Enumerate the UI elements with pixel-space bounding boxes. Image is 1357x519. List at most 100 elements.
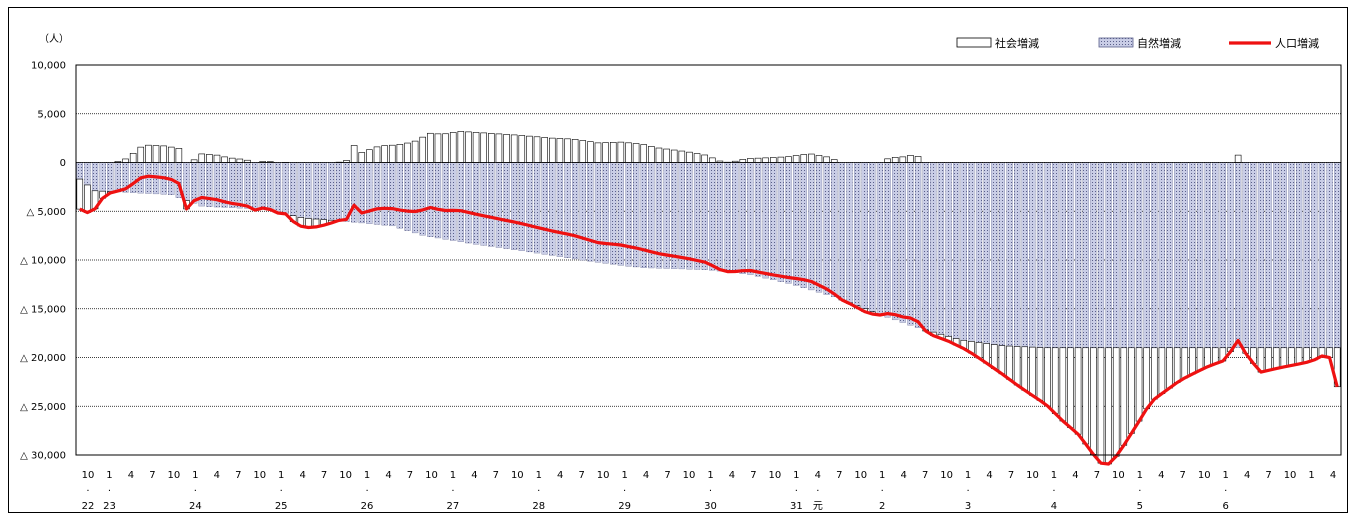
social-bar (122, 158, 129, 163)
social-bar (1234, 154, 1242, 163)
natural-bar (351, 162, 358, 223)
natural-bar (1097, 162, 1105, 348)
natural-bar (594, 162, 602, 263)
social-bar (541, 137, 548, 163)
social-bar (1097, 347, 1105, 464)
social-bar (190, 159, 198, 163)
x-year-dot: . (365, 483, 368, 494)
natural-bar (1318, 162, 1326, 348)
social-bar (571, 139, 579, 163)
x-month-label: 1 (364, 470, 370, 481)
social-bar (663, 148, 670, 163)
x-month-label: 10 (339, 470, 352, 481)
natural-bar (1295, 162, 1303, 348)
natural-bar (678, 162, 685, 270)
natural-bar (183, 162, 190, 201)
social-bar (648, 146, 655, 163)
x-year-label: 23 (103, 501, 116, 512)
y-tick-label: △ 30,000 (20, 451, 66, 462)
social-bar (427, 132, 434, 163)
x-month-label: 10 (167, 470, 180, 481)
social-bar (579, 140, 587, 163)
natural-bar (274, 162, 282, 213)
social-bar (587, 141, 594, 163)
x-month-label: 1 (621, 470, 627, 481)
natural-bar (76, 162, 83, 180)
x-month-label: 1 (1137, 470, 1143, 481)
social-bar (609, 142, 617, 163)
natural-bar (1189, 162, 1196, 348)
social-bar (640, 144, 647, 163)
plot-border (75, 64, 1342, 456)
x-month-label: 4 (385, 470, 391, 481)
natural-bar (724, 162, 731, 273)
social-bar (472, 132, 480, 163)
x-month-label: 4 (729, 470, 735, 481)
x-year-dot: . (537, 483, 540, 494)
x-year-label: 22 (82, 501, 95, 512)
social-bar (480, 132, 487, 163)
natural-bar (267, 162, 274, 211)
x-year-label: 3 (965, 501, 971, 512)
natural-bar (693, 162, 701, 270)
natural-bar (960, 162, 967, 341)
natural-bar (114, 162, 122, 193)
natural-bar (91, 162, 99, 191)
x-month-label: 7 (1094, 470, 1100, 481)
x-month-label: 7 (1180, 470, 1186, 481)
natural-bar (884, 162, 891, 318)
social-bar (1181, 347, 1189, 379)
natural-bar (1143, 162, 1150, 348)
x-month-label: 7 (750, 470, 756, 481)
social-bar (198, 153, 206, 163)
social-bar (914, 156, 922, 163)
natural-bar (1021, 162, 1028, 347)
social-bar (701, 154, 708, 163)
social-bar (823, 156, 830, 163)
y-tick-label: △ 10,000 (20, 256, 66, 267)
social-bar (503, 134, 510, 163)
social-bar (465, 131, 472, 163)
natural-bar (823, 162, 830, 295)
natural-bar (244, 162, 251, 209)
social-bar (518, 135, 526, 163)
natural-bar (419, 162, 426, 236)
social-bar (137, 146, 145, 163)
x-month-label: 1 (707, 470, 713, 481)
social-bar (1135, 347, 1143, 422)
social-bar (625, 142, 632, 163)
social-bar (510, 134, 518, 163)
natural-bar (251, 162, 259, 209)
social-bar (800, 154, 808, 163)
x-year-dot: . (709, 483, 712, 494)
social-bar (556, 138, 564, 163)
x-year-label: 30 (704, 501, 717, 512)
natural-bar (922, 162, 929, 331)
x-month-label: 7 (922, 470, 928, 481)
natural-bar (259, 162, 266, 210)
social-bar (762, 157, 769, 163)
natural-bar (892, 162, 899, 321)
x-month-label: 7 (579, 470, 585, 481)
natural-bar (335, 162, 343, 221)
x-month-label: 4 (471, 470, 477, 481)
social-bar (617, 141, 625, 163)
natural-bar (1074, 162, 1082, 348)
x-month-label: 4 (815, 470, 821, 481)
natural-bar (389, 162, 396, 227)
social-bar (1074, 347, 1082, 435)
population-change-line (79, 174, 1339, 466)
x-month-label: 10 (253, 470, 266, 481)
natural-bar (107, 162, 114, 192)
natural-bar (556, 162, 564, 257)
x-month-label: 4 (1244, 470, 1250, 481)
social-bar (1189, 347, 1196, 375)
x-month-label: 10 (940, 470, 953, 481)
natural-bar (663, 162, 670, 269)
natural-bar (785, 162, 792, 284)
y-tick-label: △ 5,000 (27, 207, 67, 218)
social-bar (1288, 347, 1295, 366)
natural-bar (1082, 162, 1089, 348)
natural-bar (1052, 162, 1059, 348)
x-year-dot: . (451, 483, 454, 494)
